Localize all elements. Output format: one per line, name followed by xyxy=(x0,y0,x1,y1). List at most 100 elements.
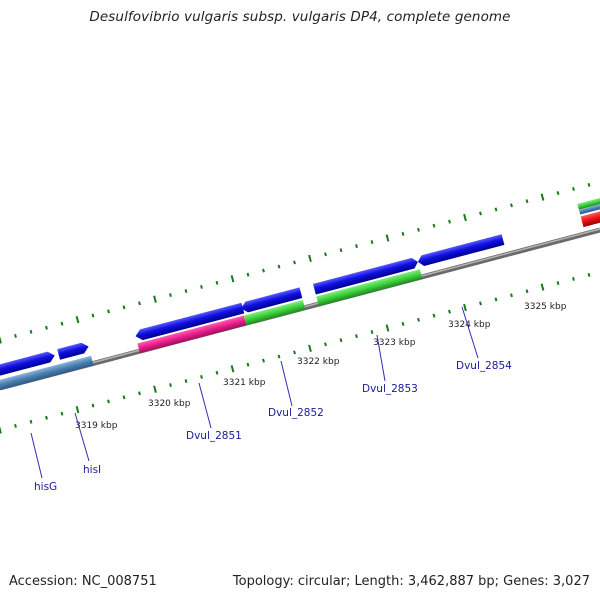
cds-arrow[interactable] xyxy=(134,302,245,342)
gene-bar-rna[interactable] xyxy=(137,315,247,354)
minor-tick xyxy=(246,362,250,367)
minor-tick xyxy=(572,277,575,281)
major-tick xyxy=(385,234,390,242)
kbp-label: 3320 kbp xyxy=(148,399,191,409)
minor-tick xyxy=(432,313,436,318)
cds-arrow[interactable] xyxy=(313,257,419,295)
minor-tick xyxy=(510,203,513,208)
minor-tick xyxy=(138,391,141,396)
gene-bar-Dvul_2852[interactable] xyxy=(243,299,306,326)
minor-tick xyxy=(45,415,48,420)
minor-tick xyxy=(448,219,451,224)
minor-tick xyxy=(479,301,482,306)
minor-tick xyxy=(494,297,498,302)
minor-tick xyxy=(432,223,436,228)
gene-label-hisG: hisG xyxy=(34,481,57,493)
minor-tick xyxy=(339,248,343,253)
inner-tick-track xyxy=(0,272,591,434)
major-tick xyxy=(75,315,80,324)
gene-bar-Dvul_2853[interactable] xyxy=(316,269,423,307)
minor-tick xyxy=(510,293,513,298)
minor-tick xyxy=(215,280,219,285)
gene-label-Dvul_2852: Dvul_2852 xyxy=(268,407,324,419)
gene-labels: hisG hisI Dvul_2851 Dvul_2852 Dvul_2853 … xyxy=(34,360,512,493)
minor-tick xyxy=(169,383,172,388)
minor-tick xyxy=(525,289,529,294)
minor-tick xyxy=(494,207,498,212)
kbp-labels: 3319 kbp 3320 kbp 3321 kbp 3322 kbp 3323… xyxy=(75,302,567,431)
minor-tick xyxy=(91,313,95,318)
gene-bar[interactable] xyxy=(577,193,600,210)
gene-bar-hisI[interactable] xyxy=(0,355,94,391)
minor-tick xyxy=(417,317,420,322)
minor-tick xyxy=(29,419,33,424)
minor-tick xyxy=(324,342,327,347)
minor-tick xyxy=(200,374,203,379)
kbp-label: 3323 kbp xyxy=(373,338,416,348)
gene-tracks xyxy=(0,193,600,391)
minor-tick xyxy=(200,284,203,289)
minor-tick xyxy=(293,350,296,355)
minor-tick xyxy=(262,358,265,363)
gene-label-Dvul_2853: Dvul_2853 xyxy=(362,383,418,395)
gene-bar[interactable] xyxy=(580,206,600,228)
minor-tick xyxy=(29,329,33,334)
major-tick xyxy=(540,283,545,291)
genome-summary-text: Topology: circular; Length: 3,462,887 bp… xyxy=(232,574,590,589)
minor-tick xyxy=(401,321,405,326)
minor-tick xyxy=(448,309,451,314)
major-tick xyxy=(463,213,467,222)
minor-tick xyxy=(169,293,172,298)
minor-tick xyxy=(184,379,188,383)
minor-tick xyxy=(107,399,110,404)
major-tick xyxy=(0,426,2,434)
gene-bar[interactable] xyxy=(578,199,600,215)
kbp-label: 3322 kbp xyxy=(297,357,340,367)
major-tick xyxy=(153,385,157,393)
minor-tick xyxy=(479,211,482,216)
minor-tick xyxy=(370,330,374,334)
minor-tick xyxy=(355,244,358,249)
minor-tick xyxy=(417,227,420,232)
minor-tick xyxy=(324,252,327,257)
major-tick xyxy=(0,336,2,344)
minor-tick xyxy=(122,395,126,400)
major-tick xyxy=(385,324,390,332)
cds-arrow[interactable] xyxy=(0,350,56,377)
minor-tick xyxy=(215,370,219,375)
minor-tick xyxy=(556,191,560,196)
major-tick xyxy=(540,193,545,201)
major-tick xyxy=(75,405,80,414)
major-tick xyxy=(230,365,235,373)
minor-tick xyxy=(14,333,17,338)
major-tick xyxy=(308,344,312,353)
minor-tick xyxy=(262,268,265,273)
minor-tick xyxy=(45,325,48,330)
minor-tick xyxy=(122,305,126,310)
minor-tick xyxy=(184,289,188,293)
minor-tick xyxy=(91,403,95,408)
major-tick xyxy=(153,295,157,303)
minor-tick xyxy=(587,182,591,187)
kbp-label: 3324 kbp xyxy=(448,320,491,330)
kbp-label: 3321 kbp xyxy=(223,378,266,388)
minor-tick xyxy=(60,411,64,416)
cds-arrow[interactable] xyxy=(57,341,90,360)
map-title: Desulfovibrio vulgaris subsp. vulgaris D… xyxy=(89,9,511,25)
minor-tick xyxy=(246,272,250,277)
minor-tick xyxy=(339,338,343,343)
gene-label-hisI: hisI xyxy=(83,464,101,476)
major-tick xyxy=(308,254,312,263)
minor-tick xyxy=(587,272,591,277)
minor-tick xyxy=(277,354,281,359)
major-tick xyxy=(463,303,467,312)
label-leaders xyxy=(30,306,479,479)
minor-tick xyxy=(14,423,17,428)
outer-tick-track xyxy=(0,182,591,344)
minor-tick xyxy=(556,281,560,286)
minor-tick xyxy=(277,264,281,269)
cds-arrow[interactable] xyxy=(417,234,505,267)
accession-text: Accession: NC_008751 xyxy=(9,574,157,589)
cds-arrow[interactable] xyxy=(240,287,303,313)
minor-tick xyxy=(138,301,141,306)
